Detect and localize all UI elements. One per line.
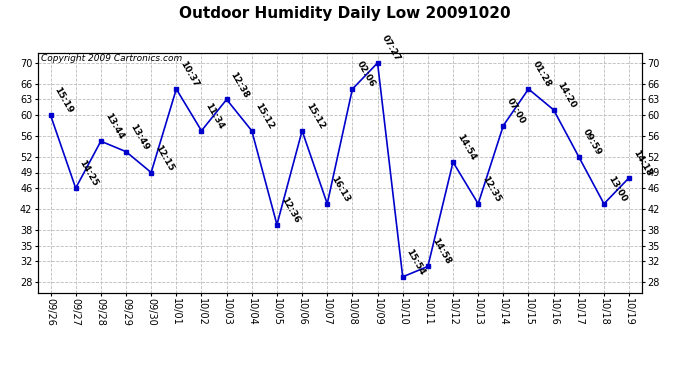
Text: 13:44: 13:44 [103,112,125,141]
Text: 15:12: 15:12 [304,101,326,130]
Text: 14:25: 14:25 [78,159,100,188]
Text: 12:35: 12:35 [480,174,502,204]
Text: 07:27: 07:27 [380,33,402,63]
Text: 11:34: 11:34 [204,101,226,130]
Text: 10:37: 10:37 [178,60,200,89]
Text: Outdoor Humidity Daily Low 20091020: Outdoor Humidity Daily Low 20091020 [179,6,511,21]
Text: 02:06: 02:06 [355,60,377,89]
Text: 12:38: 12:38 [228,70,250,99]
Text: 13:00: 13:00 [606,175,628,204]
Text: 16:13: 16:13 [329,174,351,204]
Text: 14:20: 14:20 [555,81,578,110]
Text: 09:59: 09:59 [581,128,603,157]
Text: 14:18: 14:18 [631,148,653,178]
Text: 15:54: 15:54 [405,248,427,277]
Text: 01:28: 01:28 [531,60,553,89]
Text: 07:00: 07:00 [505,96,527,126]
Text: 15:19: 15:19 [52,86,75,115]
Text: 13:49: 13:49 [128,122,150,152]
Text: 14:54: 14:54 [455,132,477,162]
Text: 12:15: 12:15 [153,143,175,172]
Text: 15:12: 15:12 [254,101,276,130]
Text: Copyright 2009 Cartronics.com: Copyright 2009 Cartronics.com [41,54,182,63]
Text: 12:36: 12:36 [279,195,301,225]
Text: 14:58: 14:58 [430,237,452,266]
